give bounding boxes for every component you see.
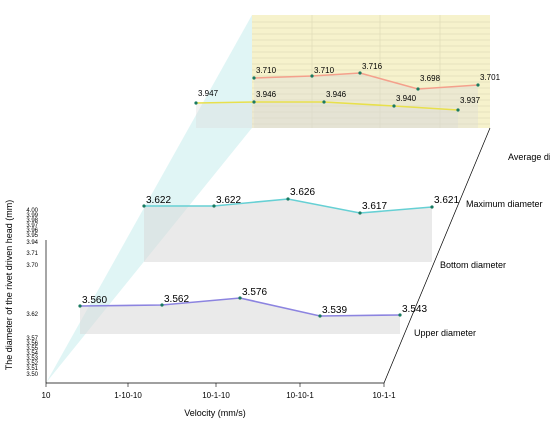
data-label: 3.947 (198, 89, 219, 98)
y-tick-label: 3.70 (26, 263, 38, 269)
y-axis-title: The diameter of the rivet driven head (m… (4, 200, 14, 371)
y-tick-label: 3.56 (26, 341, 38, 347)
data-label: 3.617 (362, 201, 387, 212)
data-point (398, 313, 402, 317)
x-tick-label: 1-10-10 (114, 391, 142, 400)
y-tick-label: 3.94 (26, 240, 38, 246)
data-point (322, 100, 326, 104)
data-point (318, 314, 322, 318)
series-area (196, 102, 458, 128)
series-area (144, 199, 432, 262)
data-label: 3.698 (420, 74, 441, 83)
depth-axis-line (383, 127, 491, 384)
series-area (254, 73, 478, 128)
data-label: 3.701 (480, 73, 501, 82)
y-tick-label: 3.99 (26, 213, 38, 219)
data-label: 3.946 (326, 90, 347, 99)
y-tick-label: 4.00 (26, 208, 38, 214)
data-point (476, 83, 480, 87)
data-point (238, 296, 242, 300)
data-label: 3.626 (290, 187, 315, 198)
data-label: 3.940 (396, 94, 417, 103)
y-tick-label: 3.62 (26, 312, 38, 318)
y-tick-label: 3.57 (26, 336, 38, 342)
data-point (358, 71, 362, 75)
data-point (456, 108, 460, 112)
x-tick-label: 10-10-1 (286, 391, 314, 400)
x-tick-label: 10-1-1 (372, 391, 396, 400)
x-tick-label: 10-1-10 (202, 391, 230, 400)
x-tick-label: 10 (42, 391, 51, 400)
data-point (252, 76, 256, 80)
y-tick-label: 3.52 (26, 361, 38, 367)
y-tick-label: 3.54 (26, 351, 38, 357)
depth-category-label: Maximum diameter (466, 199, 543, 209)
data-label: 3.622 (146, 195, 171, 206)
data-point (252, 100, 256, 104)
data-point (286, 197, 290, 201)
data-label: 3.946 (256, 90, 277, 99)
y-tick-label: 3.97 (26, 223, 38, 229)
data-point (212, 204, 216, 208)
y-tick-label: 3.55 (26, 346, 38, 352)
data-label: 3.576 (242, 287, 267, 298)
data-label: 3.539 (322, 305, 347, 316)
y-tick-label: 3.95 (26, 233, 38, 239)
data-label: 3.710 (314, 66, 335, 75)
data-point (310, 74, 314, 78)
series-area (80, 298, 400, 334)
depth-category-label: Bottom diameter (440, 260, 506, 270)
depth-category-label: Average diameter (508, 152, 550, 162)
data-point (78, 304, 82, 308)
data-point (160, 303, 164, 307)
y-tick-label: 3.96 (26, 228, 38, 234)
tick-labels: 10 1-10-10 10-1-10 10-10-1 10-1-14.003.993.9… (26, 127, 550, 400)
data-point (392, 104, 396, 108)
data-label: 3.562 (164, 294, 189, 305)
series-lines: 3.710 3.710 3.716 3.698 3.701 3.947 3.946 3.946… (78, 62, 501, 318)
y-tick-label: 3.71 (26, 251, 38, 257)
y-tick-label: 3.98 (26, 218, 38, 224)
data-label: 3.622 (216, 195, 241, 206)
y-tick-label: 3.50 (26, 372, 38, 378)
data-label: 3.710 (256, 66, 277, 75)
side-wall (46, 15, 252, 383)
y-tick-label: 3.51 (26, 366, 38, 372)
data-point (358, 211, 362, 215)
data-point (194, 101, 198, 105)
data-label: 3.621 (434, 195, 459, 206)
x-axis-title: Velocity (mm/s) (184, 408, 246, 418)
data-label: 3.937 (460, 96, 481, 105)
data-point (416, 87, 420, 91)
data-label: 3.560 (82, 295, 107, 306)
data-point (430, 205, 434, 209)
data-label: 3.716 (362, 62, 383, 71)
y-tick-label: 3.53 (26, 356, 38, 362)
ribbons (80, 73, 478, 334)
depth-category-label: Upper diameter (414, 328, 476, 338)
data-point (142, 204, 146, 208)
